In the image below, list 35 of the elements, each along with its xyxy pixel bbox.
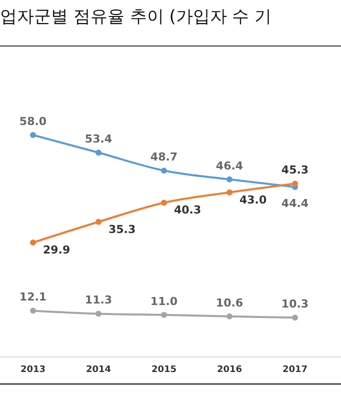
point bbox=[292, 314, 298, 321]
point bbox=[30, 308, 36, 314]
data-label: 44.4 bbox=[281, 197, 309, 210]
point bbox=[226, 189, 232, 196]
point bbox=[161, 312, 167, 318]
x-tick-label: 2016 bbox=[216, 365, 242, 375]
point bbox=[96, 218, 102, 225]
x-tick-label: 2014 bbox=[86, 365, 112, 375]
point bbox=[96, 150, 102, 156]
data-label: 10.3 bbox=[281, 298, 309, 311]
point bbox=[292, 180, 298, 187]
data-label: 43.0 bbox=[240, 193, 267, 206]
data-label: 35.3 bbox=[108, 222, 136, 236]
x-tick-label: 2017 bbox=[282, 365, 308, 375]
point bbox=[96, 310, 102, 317]
point bbox=[30, 240, 36, 246]
chart-title: 업자군별 점유율 추이 (가입자 수 기 bbox=[0, 7, 272, 27]
data-label: 46.4 bbox=[216, 159, 244, 172]
data-label: 10.6 bbox=[216, 296, 244, 310]
data-label: 58.0 bbox=[19, 115, 47, 128]
point bbox=[30, 132, 36, 138]
point bbox=[161, 200, 167, 206]
data-label: 45.3 bbox=[281, 164, 309, 177]
data-label: 40.3 bbox=[174, 204, 202, 217]
data-label: 11.3 bbox=[84, 294, 112, 307]
data-label: 29.9 bbox=[43, 244, 70, 257]
data-label: 48.7 bbox=[150, 150, 178, 164]
point bbox=[226, 176, 232, 182]
data-label: 53.4 bbox=[84, 132, 112, 146]
point bbox=[161, 168, 167, 174]
x-tick-label: 2013 bbox=[20, 365, 46, 375]
data-label: 12.1 bbox=[19, 290, 47, 304]
x-tick-label: 2015 bbox=[151, 365, 177, 375]
point bbox=[226, 313, 232, 320]
data-label: 11.0 bbox=[150, 294, 178, 308]
